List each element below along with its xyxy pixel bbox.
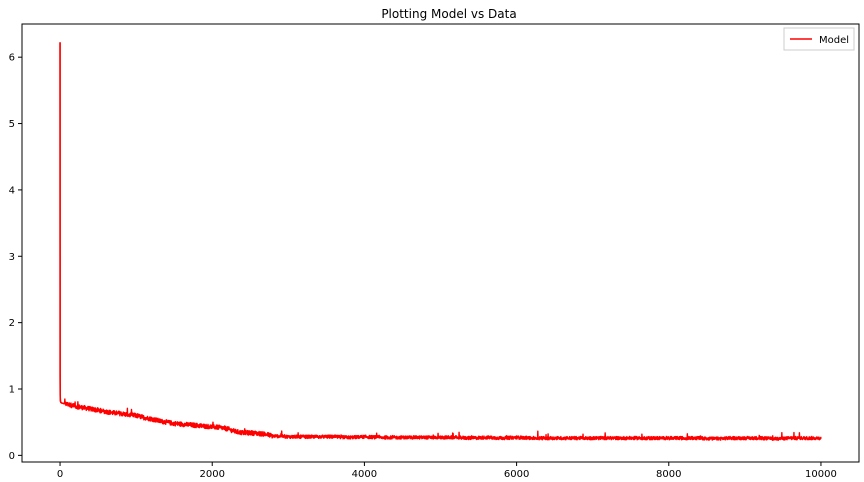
data-point (242, 432, 244, 434)
data-point (165, 421, 168, 423)
x-axis: 0 2000 4000 6000 8000 10000 (57, 462, 837, 480)
x-tick-label: 10000 (805, 469, 837, 480)
data-point (713, 438, 716, 440)
y-tick-label: 3 (9, 252, 15, 263)
x-tick-label: 8000 (656, 469, 681, 480)
data-point (668, 437, 670, 439)
data-point (204, 425, 206, 427)
legend-box (783, 27, 855, 51)
data-point (729, 437, 731, 439)
data-point (607, 437, 609, 439)
y-tick-label: 5 (9, 119, 15, 130)
data-point (60, 402, 63, 404)
data-point (485, 436, 487, 439)
data-point (652, 437, 655, 439)
data-point (774, 438, 776, 440)
y-tick-label: 4 (9, 185, 15, 196)
data-point (67, 403, 69, 405)
legend-label-model: Model (819, 35, 849, 46)
data-point (264, 433, 267, 435)
data-point (188, 424, 190, 426)
data-point (333, 436, 335, 438)
data-point (348, 436, 350, 439)
data-point (135, 414, 137, 417)
data-point (576, 437, 579, 439)
data-point (226, 428, 229, 430)
data-point (424, 436, 426, 439)
data-point (287, 436, 289, 438)
data-point (59, 400, 62, 402)
data-point (74, 405, 76, 407)
data-point (89, 408, 92, 410)
data-point (379, 436, 381, 439)
plot-area-frame (21, 23, 860, 463)
data-point (249, 432, 251, 434)
data-point (280, 435, 282, 437)
data-point (439, 436, 442, 439)
y-tick-label: 0 (9, 451, 15, 462)
data-point (592, 437, 594, 439)
data-point (363, 436, 366, 438)
data-point (561, 437, 563, 439)
data-point (683, 437, 685, 439)
data-point (158, 420, 160, 422)
data-point (112, 412, 114, 414)
data-point (820, 437, 822, 439)
series-trend-model (59, 42, 821, 440)
data-point (470, 437, 472, 439)
data-point (219, 426, 221, 429)
data-point (546, 437, 548, 439)
data-point (173, 422, 175, 425)
data-point (302, 436, 305, 438)
data-point (211, 426, 213, 428)
data-point (120, 412, 122, 415)
data-point (257, 432, 259, 435)
series-line-model (59, 42, 822, 441)
data-point (82, 406, 84, 409)
data-point (698, 437, 700, 439)
data-point (97, 409, 99, 411)
x-tick-label: 4000 (352, 469, 377, 480)
y-tick-label: 6 (9, 53, 15, 64)
x-tick-label: 2000 (200, 469, 225, 480)
data-point (59, 395, 61, 397)
x-tick-label: 0 (57, 469, 63, 480)
data-point (515, 436, 518, 439)
data-point (59, 41, 61, 44)
data-point (181, 423, 183, 425)
y-tick-label: 1 (9, 385, 15, 396)
data-point (63, 403, 65, 405)
data-point (234, 430, 236, 433)
data-point (455, 436, 457, 439)
data-point (744, 437, 746, 439)
data-point (805, 437, 807, 439)
data-point (409, 436, 411, 439)
data-point (105, 410, 107, 413)
series-layer (59, 41, 822, 441)
data-point (789, 437, 792, 439)
data-point (150, 418, 152, 420)
data-point (759, 437, 761, 439)
chart-title: Plotting Model vs Data (381, 7, 516, 21)
data-point (318, 436, 320, 438)
data-point (143, 416, 145, 419)
data-point (531, 437, 533, 439)
data-point (196, 424, 198, 427)
data-point (59, 375, 61, 377)
data-point (127, 414, 130, 416)
data-point (637, 437, 639, 439)
data-point (622, 437, 624, 439)
data-point (272, 435, 274, 437)
y-tick-label: 2 (9, 318, 15, 329)
data-point (500, 437, 502, 439)
y-axis: 0 1 2 3 4 5 6 (9, 53, 22, 462)
x-tick-label: 6000 (504, 469, 529, 480)
legend: Model (783, 27, 855, 51)
data-point (394, 436, 396, 439)
